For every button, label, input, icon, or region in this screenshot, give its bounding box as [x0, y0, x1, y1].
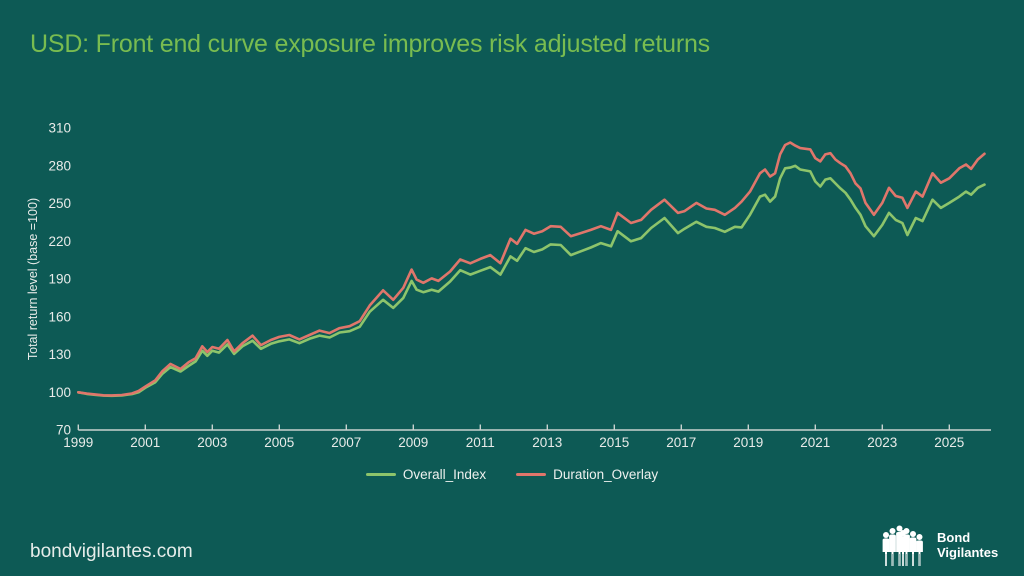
y-tick-label: 190	[48, 272, 71, 287]
x-tick-label: 2003	[197, 435, 227, 450]
y-tick-label: 160	[48, 309, 71, 324]
logo-text-line1: Bond	[937, 530, 971, 545]
x-tick-label: 1999	[63, 435, 93, 450]
legend-label-overall-index: Overall_Index	[402, 466, 487, 482]
duration-overlay-line-swatch	[516, 472, 547, 476]
y-tick-label: 220	[48, 234, 71, 249]
overall-index-line-swatch	[365, 472, 396, 476]
y-tick-label: 70	[56, 423, 71, 438]
y-tick-label: 280	[48, 158, 71, 173]
y-tick-label: 250	[48, 196, 71, 211]
overall-index-line	[77, 164, 986, 398]
legend-label-duration-overlay: Duration_Overlay	[553, 466, 659, 482]
x-tick-label: 2007	[331, 435, 361, 450]
logo-text: Bond Vigilantes	[937, 530, 998, 560]
y-axis-title: Total return level (base =100)	[26, 198, 40, 360]
page-title: USD: Front end curve exposure improves r…	[30, 30, 710, 58]
people-crowd-icon	[882, 525, 923, 566]
person-silhouette	[899, 530, 907, 566]
site-url: bondvigilantes.com	[30, 541, 193, 562]
person-silhouette	[882, 532, 890, 566]
chart-legend: Overall_Index Duration_Overlay	[0, 463, 1024, 485]
x-tick-label: 2009	[398, 435, 428, 450]
x-tick-label: 2025	[934, 435, 964, 450]
duration-overlay-line	[77, 141, 986, 397]
x-tick-label: 2023	[867, 435, 897, 450]
y-tick-label: 310	[48, 121, 71, 136]
x-tick-label: 2015	[599, 435, 629, 450]
y-tick-label: 100	[48, 385, 71, 400]
person-silhouette	[909, 531, 917, 566]
x-tick-label: 2019	[733, 435, 763, 450]
x-tick-label: 2021	[800, 435, 830, 450]
legend-item-overall-index: Overall_Index	[365, 466, 487, 482]
logo-text-line2: Vigilantes	[937, 545, 999, 560]
person-silhouette	[889, 528, 896, 566]
x-tick-label: 2011	[466, 435, 495, 450]
x-tick-label: 2013	[532, 435, 562, 450]
y-tick-label: 130	[48, 347, 71, 362]
x-tick-label: 2001	[130, 435, 160, 450]
x-tick-label: 2017	[666, 435, 696, 450]
bond-vigilantes-logo: Bond Vigilantes	[880, 524, 998, 566]
x-tick-label: 2005	[264, 435, 294, 450]
person-silhouette	[916, 534, 923, 566]
legend-item-duration-overlay: Duration_Overlay	[516, 467, 658, 482]
